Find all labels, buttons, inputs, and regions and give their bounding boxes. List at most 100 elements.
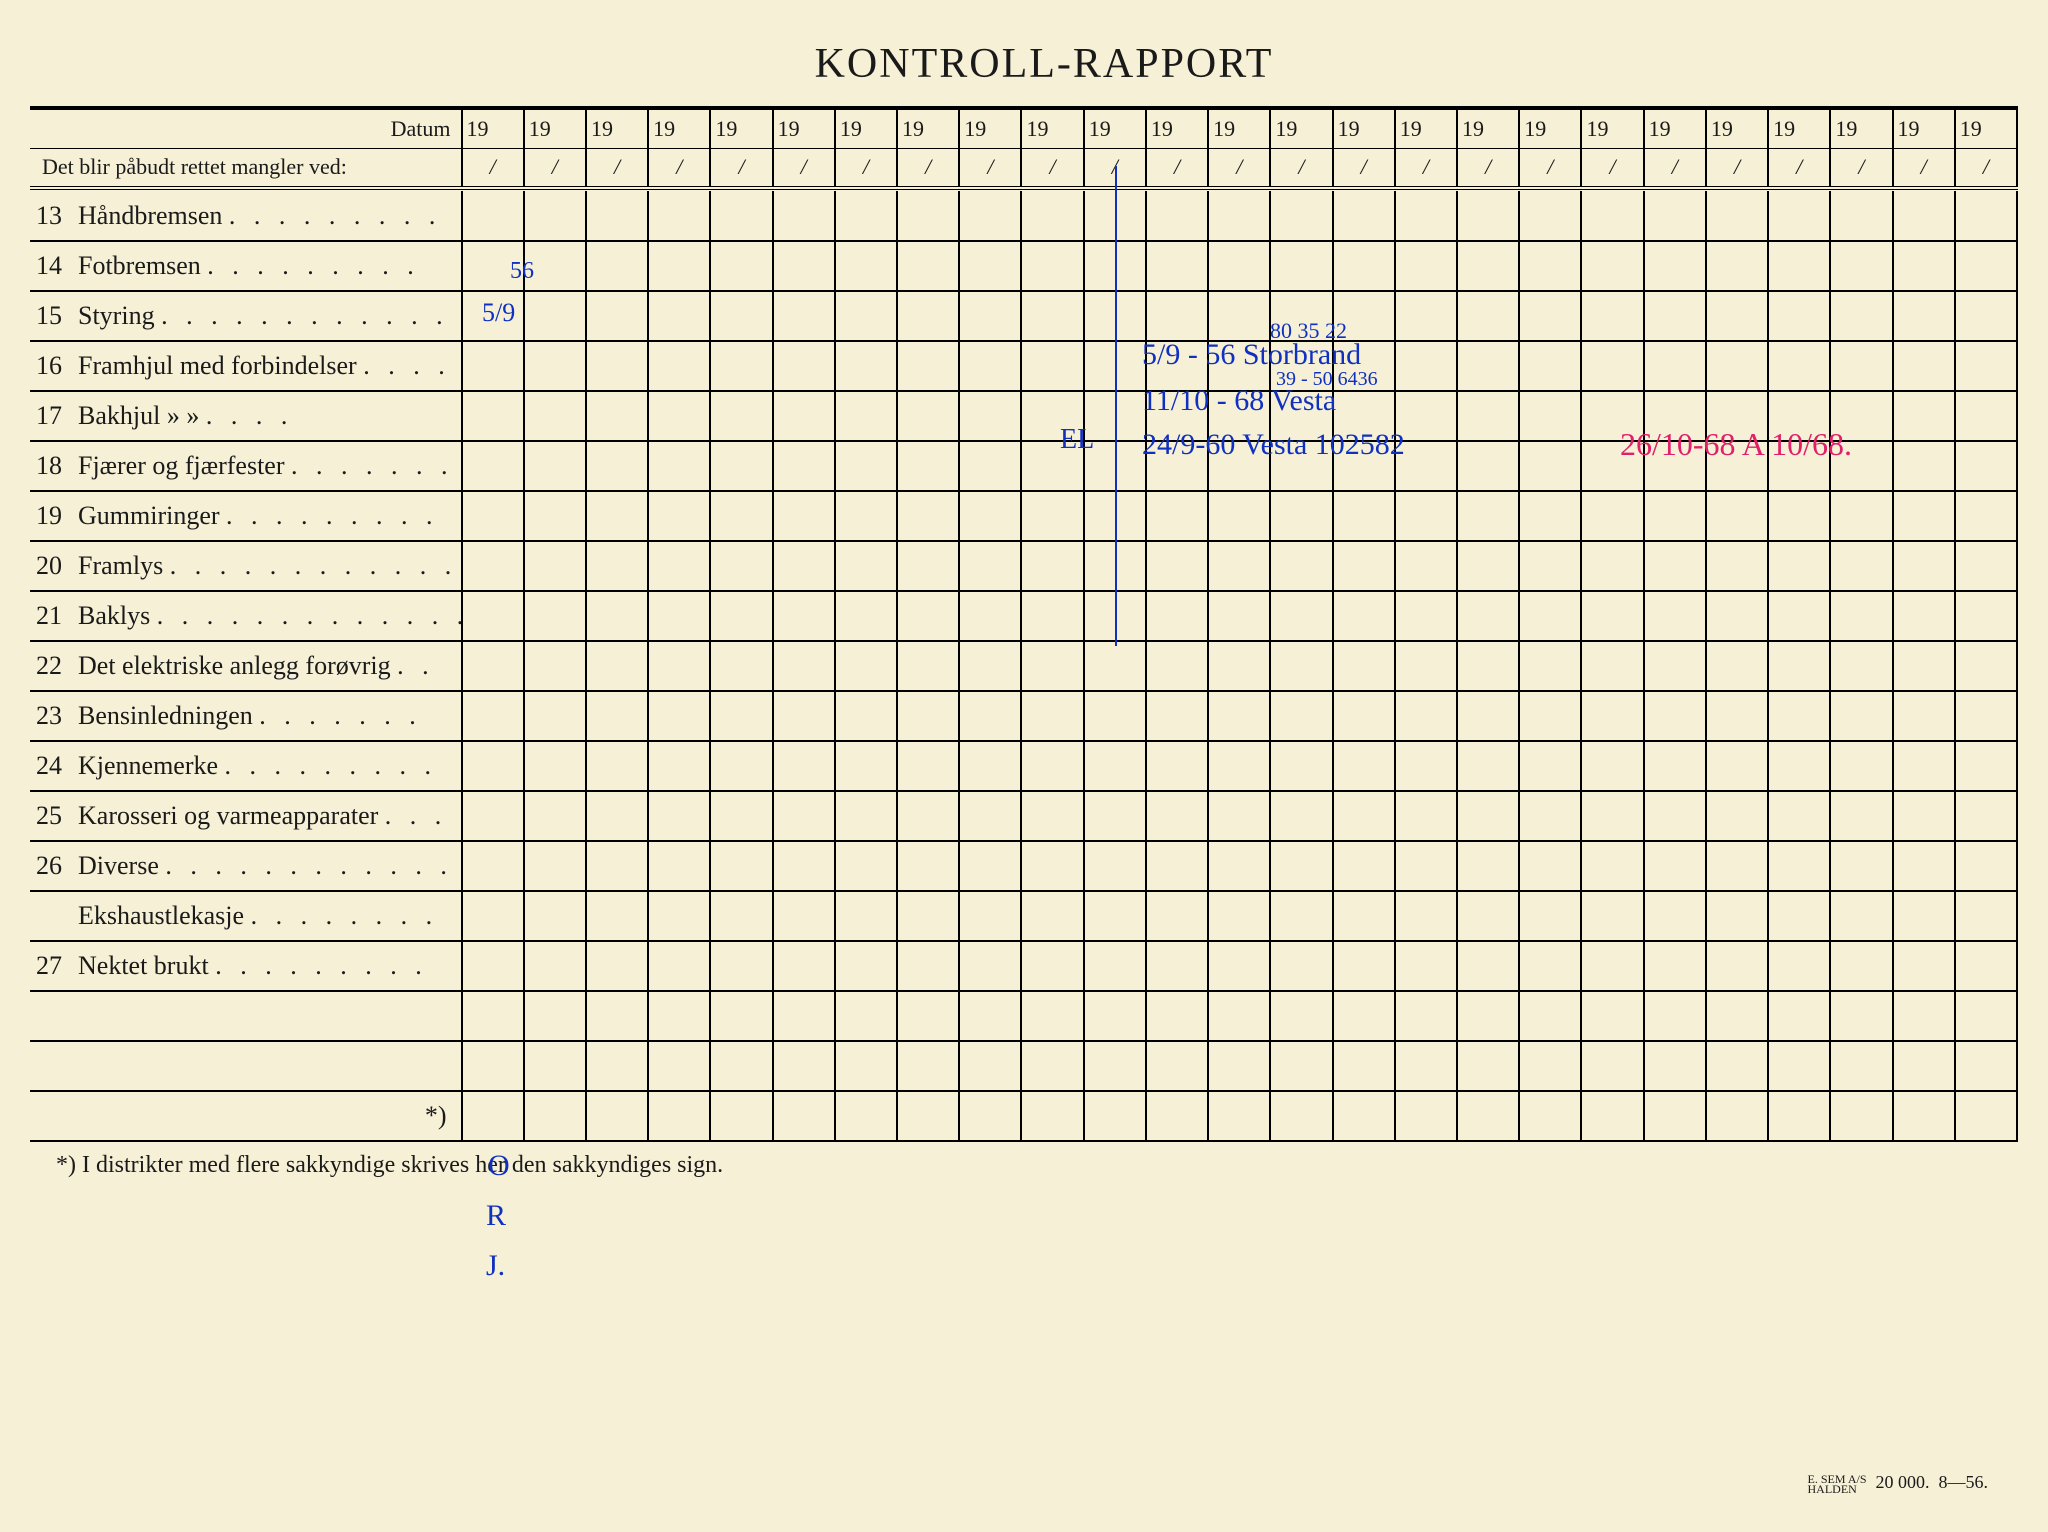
- grid-cell: [1706, 541, 1768, 591]
- grid-cell: [1768, 741, 1830, 791]
- grid-cell: [1955, 641, 2017, 691]
- grid-cell: [1519, 491, 1581, 541]
- grid-cell: [1270, 1091, 1332, 1141]
- grid-cell: [1644, 291, 1706, 341]
- row-text: Nektet brukt: [78, 951, 215, 980]
- header-slash: /: [959, 148, 1021, 188]
- grid-cell: [773, 191, 835, 241]
- row-text: Kjennemerke: [78, 751, 225, 780]
- grid-cell: [710, 941, 772, 991]
- grid-cell: [897, 1041, 959, 1091]
- grid-cell: [897, 941, 959, 991]
- grid-cell: [524, 591, 586, 641]
- grid-cell: [897, 591, 959, 641]
- grid-cell: [1270, 991, 1332, 1041]
- header-datum: Datum: [30, 108, 462, 148]
- grid-cell: [1955, 391, 2017, 441]
- row-number: 27: [36, 951, 78, 981]
- table-row: 26Diverse . . . . . . . . . . . .: [30, 841, 2017, 891]
- row-label: 23Bensinledningen . . . . . . .: [30, 691, 462, 741]
- year-prefix: 19: [1581, 108, 1643, 148]
- grid-cell: [1395, 341, 1457, 391]
- grid-cell: [1644, 891, 1706, 941]
- grid-cell: [1395, 841, 1457, 891]
- grid-cell: [648, 491, 710, 541]
- grid-cell: [1955, 491, 2017, 541]
- grid-cell: [1955, 441, 2017, 491]
- grid-cell: [1457, 841, 1519, 891]
- year-prefix: 19: [1519, 108, 1581, 148]
- grid-cell: [1333, 191, 1395, 241]
- row-label: 16Framhjul med forbindelser . . . .: [30, 341, 462, 391]
- grid-cell: [1208, 441, 1270, 491]
- header-slash: /: [1830, 148, 1892, 188]
- grid-cell: [1581, 541, 1643, 591]
- grid-cell: [1395, 241, 1457, 291]
- grid-cell: [1208, 191, 1270, 241]
- grid-cell: [1519, 591, 1581, 641]
- grid-cell: [1146, 891, 1208, 941]
- grid-cell: [524, 841, 586, 891]
- printer-mark: E. SEM A/S HALDEN 20 000. 8—56.: [1807, 1472, 1988, 1494]
- row-label: 26Diverse . . . . . . . . . . . .: [30, 841, 462, 891]
- year-prefix: 19: [959, 108, 1021, 148]
- grid-cell: [1270, 941, 1332, 991]
- grid-cell: [1706, 741, 1768, 791]
- grid-cell: [1830, 791, 1892, 841]
- row-text: Ekshaustlekasje: [78, 901, 251, 930]
- grid-cell: [1021, 191, 1083, 241]
- row-dots: . . . . . . .: [259, 701, 422, 730]
- grid-cell: [586, 491, 648, 541]
- row-dots: . .: [397, 651, 435, 680]
- grid-cell: [1146, 841, 1208, 891]
- year-prefix: 19: [835, 108, 897, 148]
- grid-cell: [648, 641, 710, 691]
- grid-cell: [648, 541, 710, 591]
- grid-cell: [1270, 191, 1332, 241]
- grid-cell: [524, 791, 586, 841]
- grid-cell: [1270, 841, 1332, 891]
- grid-cell: [1457, 291, 1519, 341]
- grid-cell: [524, 741, 586, 791]
- grid-cell: [835, 691, 897, 741]
- row-number: 20: [36, 551, 78, 581]
- grid-cell: [1146, 341, 1208, 391]
- grid-cell: [710, 841, 772, 891]
- grid-cell: [1706, 341, 1768, 391]
- table-row: 17Bakhjul » » . . . .: [30, 391, 2017, 441]
- grid-cell: [959, 791, 1021, 841]
- row-number: 21: [36, 601, 78, 631]
- grid-cell: [524, 541, 586, 591]
- grid-cell: [835, 291, 897, 341]
- grid-cell: [524, 241, 586, 291]
- row-label: 15Styring . . . . . . . . . . . .: [30, 291, 462, 341]
- grid-cell: [1955, 841, 2017, 891]
- grid-cell: [586, 741, 648, 791]
- grid-cell: [586, 241, 648, 291]
- grid-cell: [1830, 941, 1892, 991]
- row-label: 14Fotbremsen . . . . . . . . .: [30, 241, 462, 291]
- grid-cell: [1146, 1041, 1208, 1091]
- grid-cell: [1146, 541, 1208, 591]
- grid-cell: [710, 741, 772, 791]
- grid-cell: [897, 791, 959, 841]
- grid-cell: [1581, 841, 1643, 891]
- grid-cell: [1581, 291, 1643, 341]
- grid-cell: [1457, 441, 1519, 491]
- grid-cell: [1146, 591, 1208, 641]
- grid-cell: [1893, 791, 1955, 841]
- grid-cell: [1146, 741, 1208, 791]
- grid-cell: [1208, 741, 1270, 791]
- grid-cell: [648, 991, 710, 1041]
- grid-cell: [710, 891, 772, 941]
- grid-cell: [1395, 1041, 1457, 1091]
- grid-cell: [1021, 341, 1083, 391]
- grid-cell: [1333, 741, 1395, 791]
- row-text: Diverse: [78, 851, 165, 880]
- grid-cell: [710, 341, 772, 391]
- grid-cell: [1519, 1041, 1581, 1091]
- grid-cell: [897, 891, 959, 941]
- header-slash: /: [1333, 148, 1395, 188]
- grid-cell: [1395, 391, 1457, 441]
- grid-cell: [1768, 941, 1830, 991]
